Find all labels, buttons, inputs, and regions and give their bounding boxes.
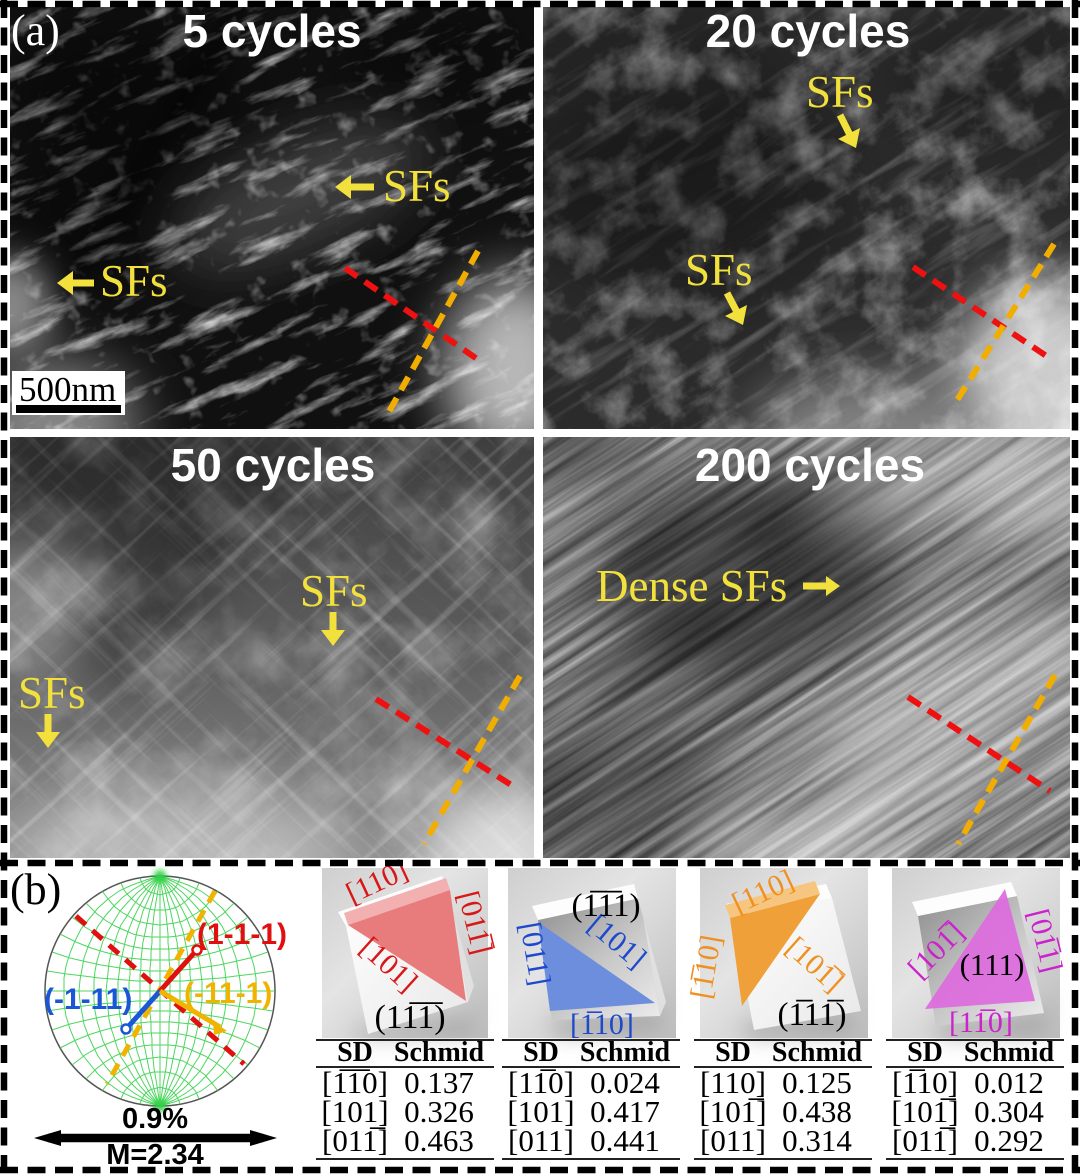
svg-text:Schmid: Schmid (964, 1037, 1055, 1068)
svg-text:[11̅0]: [11̅0] (508, 1065, 574, 1100)
svg-text:SFs: SFs (685, 245, 753, 295)
svg-text:(1̅1̅1): (1̅1̅1) (571, 888, 640, 924)
svg-text:SFs: SFs (383, 161, 451, 211)
svg-text:[1̅10]: [1̅10] (892, 1065, 958, 1100)
svg-text:20 cycles: 20 cycles (706, 5, 911, 57)
svg-text:Schmid: Schmid (580, 1037, 671, 1068)
svg-text:0.012: 0.012 (974, 1065, 1044, 1100)
svg-text:SFs: SFs (100, 256, 168, 306)
svg-text:(11̅1̅): (11̅1̅) (374, 999, 445, 1036)
svg-text:Schmid: Schmid (772, 1037, 863, 1068)
svg-text:50 cycles: 50 cycles (171, 439, 376, 491)
svg-text:0.292: 0.292 (974, 1123, 1044, 1158)
svg-text:SFs: SFs (806, 67, 874, 117)
svg-text:5 cycles: 5 cycles (182, 5, 361, 57)
svg-text:[011]: [011] (508, 1123, 574, 1158)
svg-text:[101]: [101] (321, 1094, 388, 1129)
svg-text:Dense SFs: Dense SFs (596, 561, 787, 611)
svg-text:(-1-11): (-1-11) (44, 983, 132, 1016)
svg-text:500nm: 500nm (19, 370, 116, 409)
svg-text:(1̅11̅): (1̅11̅) (777, 997, 846, 1033)
svg-text:[011̅]: [011̅] (322, 1123, 388, 1158)
svg-text:200 cycles: 200 cycles (695, 439, 925, 491)
svg-text:0.9%: 0.9% (122, 1103, 188, 1135)
svg-text:M=2.34: M=2.34 (106, 1139, 204, 1171)
svg-text:0.463: 0.463 (404, 1123, 474, 1158)
svg-text:SD: SD (715, 1037, 751, 1068)
svg-text:SFs: SFs (18, 668, 86, 718)
svg-text:SD: SD (907, 1037, 943, 1068)
svg-text:0.326: 0.326 (404, 1094, 474, 1129)
svg-text:SD: SD (523, 1037, 559, 1068)
svg-text:0.417: 0.417 (590, 1094, 660, 1129)
svg-text:[11̅0]: [11̅0] (949, 1006, 1013, 1039)
svg-text:0.304: 0.304 (974, 1094, 1044, 1129)
svg-text:0.438: 0.438 (782, 1094, 852, 1129)
svg-text:(b): (b) (10, 865, 61, 914)
svg-text:(111): (111) (960, 947, 1025, 982)
svg-text:[011]: [011] (700, 1123, 766, 1158)
svg-text:0.125: 0.125 (782, 1065, 852, 1100)
svg-text:[101̅]: [101̅] (891, 1094, 958, 1129)
svg-text:[011̅]: [011̅] (892, 1123, 958, 1158)
svg-text:Schmid: Schmid (394, 1037, 485, 1068)
svg-text:SD: SD (337, 1037, 373, 1068)
svg-text:0.137: 0.137 (404, 1065, 474, 1100)
svg-text:0.314: 0.314 (782, 1123, 852, 1158)
svg-text:[101̅]: [101̅] (699, 1094, 766, 1129)
svg-text:(a): (a) (11, 6, 60, 55)
svg-text:[101]: [101] (507, 1094, 574, 1129)
svg-text:0.024: 0.024 (590, 1065, 660, 1100)
svg-text:[110]: [110] (700, 1065, 766, 1100)
svg-text:[1̅10]: [1̅10] (570, 1008, 634, 1041)
svg-text:[1̅1̅0]: [1̅1̅0] (322, 1065, 388, 1100)
svg-text:SFs: SFs (300, 566, 368, 616)
svg-text:0.441: 0.441 (590, 1123, 660, 1158)
svg-text:(-11-1): (-11-1) (184, 977, 272, 1010)
svg-text:(1-1-1): (1-1-1) (197, 918, 287, 951)
